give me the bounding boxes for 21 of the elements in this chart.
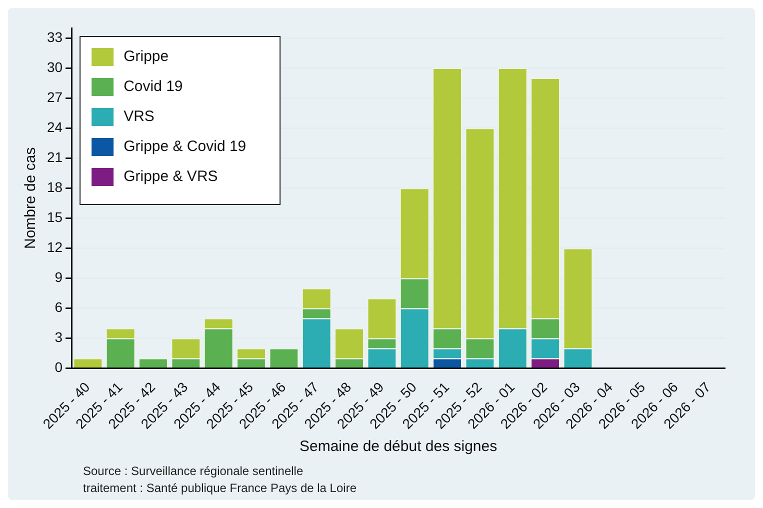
y-tick-label: 24 — [46, 118, 63, 135]
legend-label: Covid 19 — [124, 78, 183, 96]
y-tick-label: 21 — [46, 148, 63, 165]
y-axis-title: Nombre de cas — [22, 147, 40, 250]
source-note: Source : Surveillance régionale sentinelle — [83, 463, 304, 480]
y-tick-label: 3 — [54, 329, 63, 346]
legend-label: Grippe & VRS — [124, 168, 218, 186]
y-tick-label: 27 — [46, 88, 63, 105]
y-tick-label: 6 — [54, 299, 63, 316]
legend-label: VRS — [124, 108, 154, 126]
y-tick-label: 9 — [54, 269, 63, 286]
legend-label: Grippe — [124, 48, 169, 66]
y-tick-label: 18 — [46, 178, 63, 195]
y-tick-label: 15 — [46, 209, 63, 226]
y-tick-label: 12 — [46, 239, 63, 256]
y-tick-label: 0 — [54, 359, 63, 376]
legend-label: Grippe & Covid 19 — [124, 138, 246, 156]
y-tick-label: 30 — [46, 58, 63, 75]
x-axis-title: Semaine de début des signes — [299, 438, 498, 456]
y-tick-label: 33 — [46, 28, 63, 45]
text: traitement : Santé publique France Pays de la Loire — [83, 480, 356, 497]
